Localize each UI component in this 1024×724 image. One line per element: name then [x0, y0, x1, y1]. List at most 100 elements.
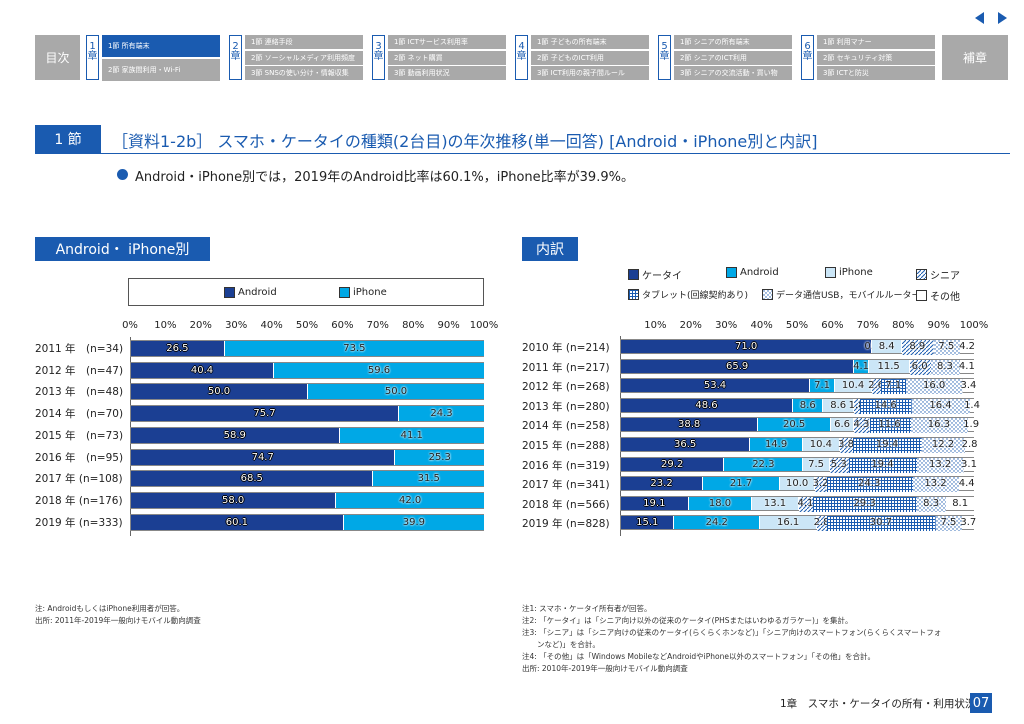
data-label: 36.5: [673, 439, 697, 450]
data-label: 42.0: [399, 494, 422, 506]
bar-segment: 3.7: [960, 516, 977, 530]
nav-item[interactable]: 2節 セキュリティ対策: [817, 50, 935, 65]
nav-item[interactable]: 3節 SNSの使い分け・情報収集: [245, 66, 363, 80]
prev-page-button[interactable]: [975, 12, 984, 24]
bar-segment: 16.4: [911, 398, 971, 414]
data-label: 3.7: [960, 517, 977, 529]
bar-row: 58.0 42.0: [130, 491, 485, 509]
row-label: 2016 年 (n=319): [522, 459, 610, 472]
nav-item[interactable]: 2節 家族間利用・Wi-Fi: [102, 58, 220, 81]
bar-segment: 4.4: [958, 477, 975, 491]
axis-tick-label: 90%: [437, 320, 460, 331]
bar-segment: 7.5: [803, 457, 830, 471]
data-label: 3.4: [960, 380, 977, 392]
axis-tick-label: 100%: [959, 320, 989, 331]
axis-tick-label: 70%: [856, 320, 879, 331]
nav-item[interactable]: 3節 ICT利用の親子間ルール: [531, 66, 649, 80]
bar-segment: 7.1: [810, 379, 836, 393]
bar-segment: 50.0: [308, 384, 485, 400]
data-label: 7.5: [808, 458, 825, 470]
data-label: 8.3: [923, 497, 940, 509]
bar-segment: 10.4: [802, 438, 840, 451]
bar-segment: 4.3: [853, 418, 870, 434]
data-label: 20.5: [782, 419, 806, 431]
row-label: 2013 年 (n=280): [522, 400, 610, 413]
nav-item[interactable]: 3節 動画利用状況: [388, 66, 506, 80]
bar-segment: 2.8: [962, 438, 977, 451]
axis-line: [620, 336, 621, 536]
bar-segment: 42.0: [336, 492, 485, 508]
data-label: 7.1: [814, 380, 831, 392]
data-label: 4.1: [958, 360, 975, 372]
legend-item: タブレット(回線契約あり): [628, 288, 748, 301]
data-label: 10.4: [809, 439, 832, 450]
data-label: 8.3: [936, 360, 953, 372]
data-label: 58.0: [222, 494, 245, 506]
data-label: 53.4: [703, 380, 727, 392]
data-label: 74.7: [251, 451, 274, 463]
bar-row: 23.2 21.7 10.0 3.2 24.3 13.2 4.4: [620, 476, 975, 493]
axis-tick-label: 90%: [927, 320, 950, 331]
legend-item: Android: [224, 287, 277, 298]
data-label: 25.3: [428, 451, 451, 463]
bar-segment: 24.2: [674, 516, 761, 530]
chart-title-right: 内訳: [522, 237, 578, 261]
appendix-button[interactable]: 補章: [942, 35, 1008, 80]
data-label: 8.4: [878, 341, 895, 352]
nav-item[interactable]: 3節 シニアの交流活動・買い物: [674, 66, 792, 80]
data-label: 14.6: [874, 399, 897, 411]
bar-segment: 1.9: [963, 418, 979, 432]
bar-segment: 24.3: [826, 477, 913, 493]
data-label: 10.4: [841, 380, 865, 392]
bar-row: 15.1 24.2 16.1 2.8 30.7 7.5 3.7: [620, 515, 977, 532]
next-page-button[interactable]: [998, 12, 1007, 24]
note-line: 注4: 「その他」は「Windows MobileなどAndroidやiPhon…: [522, 652, 875, 661]
bar-row: 58.9 41.1: [130, 426, 485, 444]
data-label: 4.2: [959, 341, 976, 352]
bar-row: 60.1 39.9: [130, 513, 485, 531]
bar-segment: 6.6: [830, 418, 855, 432]
row-label: 2016 年 (n=95): [35, 451, 124, 464]
toc-button[interactable]: 目次: [35, 35, 80, 80]
note-line: 注3: 「シニア」は「シニア向けの従来のケータイ(らくらくホンなど)」「シニア向…: [522, 628, 942, 637]
bar-segment: 1.4: [964, 398, 980, 412]
bar-segment: 2.6: [868, 379, 884, 395]
data-label: 29.2: [661, 458, 684, 470]
data-label: 24.3: [858, 478, 881, 490]
axis-tick-label: 70%: [366, 320, 389, 331]
row-label: 2018 年 (n=176): [35, 494, 123, 507]
row-label: 2013 年 (n=48): [35, 386, 124, 399]
nav-item[interactable]: 2節 子どものICT利用: [531, 50, 649, 65]
nav-item[interactable]: 2節 シニアのICT利用: [674, 50, 792, 65]
data-label: 1.9: [963, 419, 980, 431]
nav-item[interactable]: 1節 連絡手段: [245, 35, 363, 49]
note-line: 注1: スマホ・ケータイ所有者が回答。: [522, 604, 652, 613]
nav-item[interactable]: 1節 所有端末: [102, 35, 220, 57]
bar-segment: 10.0: [779, 477, 816, 491]
axis-tick-label: 0%: [122, 320, 138, 331]
row-label: 2014 年 (n=258): [522, 420, 610, 433]
data-label: 7.1: [885, 380, 902, 392]
nav-item[interactable]: 3節 ICTと防災: [817, 66, 935, 80]
nav-item[interactable]: 1節 ICTサービス利用率: [388, 35, 506, 49]
nav-item[interactable]: 2節 ソーシャルメディア利用頻度: [245, 50, 363, 65]
axis-tick-label: 10%: [644, 320, 667, 331]
nav-item[interactable]: 1節 シニアの所有端末: [674, 35, 792, 49]
bar-segment: 11.6: [869, 418, 911, 434]
footer-chapter: 1章 スマホ・ケータイの所有・利用状況: [780, 698, 976, 710]
nav-item[interactable]: 1節 利用マナー: [817, 35, 935, 49]
row-label: 2019 年 (n=828): [522, 518, 610, 531]
nav-item[interactable]: 2節 ネット購買: [388, 50, 506, 65]
bar-segment: 41.1: [339, 427, 485, 443]
data-label: 4.4: [958, 478, 975, 490]
data-label: 75.7: [253, 408, 276, 420]
nav-item[interactable]: 1節 子どもの所有端末: [531, 35, 649, 49]
row-label: 2015 年 (n=73): [35, 429, 124, 442]
chart-title-left: Android・ iPhone別: [35, 237, 210, 261]
